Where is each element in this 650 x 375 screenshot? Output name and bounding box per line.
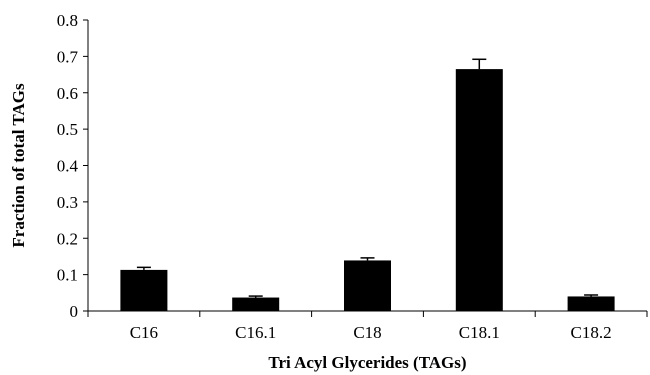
y-tick-label: 0.1 bbox=[57, 266, 78, 285]
x-tick-label: C16.1 bbox=[235, 323, 276, 342]
x-axis-title: Tri Acyl Glycerides (TAGs) bbox=[268, 353, 466, 372]
y-axis-ticks: 0 0.1 0.2 0.3 0.4 0.5 0.6 0.7 0.8 bbox=[57, 11, 88, 321]
bar-c16-1 bbox=[232, 297, 280, 311]
error-bar bbox=[360, 257, 375, 261]
y-tick-label: 0.6 bbox=[57, 84, 78, 103]
error-bar bbox=[136, 266, 151, 270]
bars-group bbox=[120, 58, 615, 311]
x-tick-label: C18 bbox=[353, 323, 381, 342]
bar-c16 bbox=[120, 269, 168, 311]
y-tick-label: 0.4 bbox=[57, 157, 79, 176]
x-axis-ticks: C16 C16.1 C18 C18.1 C18.2 bbox=[87, 311, 648, 342]
y-tick-label: 0.2 bbox=[57, 229, 78, 248]
error-bar bbox=[584, 294, 599, 297]
x-tick-label: C16 bbox=[130, 323, 158, 342]
x-tick-label: C18.1 bbox=[459, 323, 500, 342]
bar-c18 bbox=[344, 260, 391, 311]
y-tick-label: 0.7 bbox=[57, 47, 79, 66]
x-tick-label: C18.2 bbox=[571, 323, 612, 342]
y-axis-title: Fraction of total TAGs bbox=[9, 83, 28, 248]
y-tick-label: 0.3 bbox=[57, 193, 78, 212]
y-tick-label: 0.5 bbox=[57, 120, 78, 139]
error-bar bbox=[248, 295, 263, 298]
bar-c18-2 bbox=[567, 296, 615, 311]
bar-c18-1 bbox=[455, 69, 503, 311]
error-bar bbox=[472, 58, 487, 70]
y-tick-label: 0 bbox=[70, 302, 79, 321]
y-tick-label: 0.8 bbox=[57, 11, 78, 30]
